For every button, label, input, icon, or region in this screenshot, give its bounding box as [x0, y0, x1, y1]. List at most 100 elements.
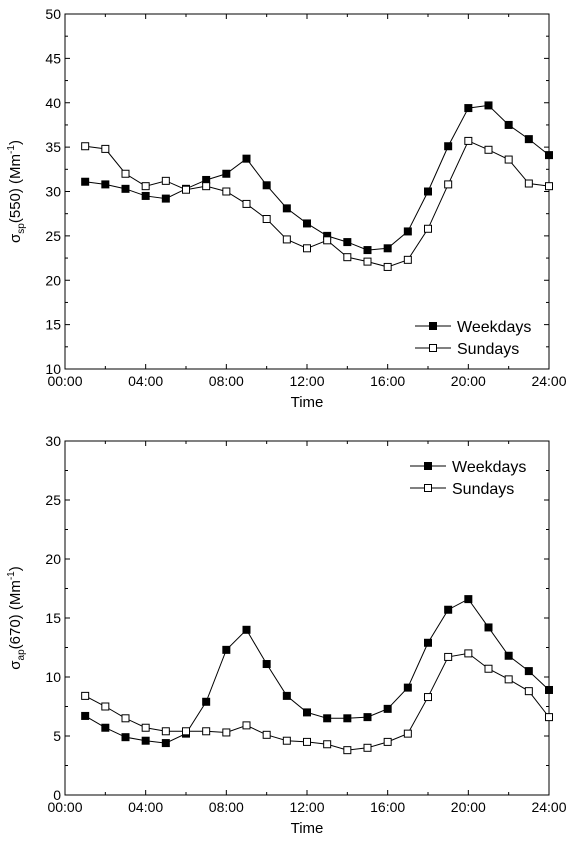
bottom-series-weekdays-point	[282, 691, 291, 700]
top-x-tick-label: 04:00	[128, 373, 163, 389]
bottom-series-sundays-point	[403, 729, 412, 738]
bottom-x-tick-label: 24:00	[531, 799, 566, 815]
top-series-weekdays-point	[303, 219, 311, 228]
top-series-sundays-line	[85, 140, 550, 268]
top-series-weekdays-point	[121, 184, 130, 193]
top-x-tick-label: 16:00	[370, 373, 405, 389]
top-y-tick-label: 45	[45, 50, 61, 66]
bottom-x-axis-title: Time	[291, 820, 324, 837]
bottom-x-tick-label: 12:00	[289, 799, 324, 815]
bottom-y-tick-label: 30	[45, 433, 61, 449]
top-series-sundays-point	[141, 182, 150, 191]
bottom-series-sundays-point	[363, 743, 372, 752]
bottom-series-weekdays-point	[424, 638, 432, 647]
bottom-y-tick-label: 0	[53, 787, 61, 803]
bottom-x-tick-label: 04:00	[128, 799, 163, 815]
top-legend-sundays-marker	[429, 344, 437, 352]
top-series-weekdays-line	[85, 104, 550, 251]
bottom-series-sundays-point	[303, 737, 311, 746]
top-series-weekdays-point	[464, 104, 473, 113]
bottom-series-sundays-point	[101, 702, 110, 711]
bottom-series-weekdays-line	[84, 598, 550, 744]
bottom-series-sundays-point	[141, 723, 150, 732]
top-series-sundays-point	[101, 144, 110, 153]
bottom-x-tick-label: 16:00	[370, 799, 405, 815]
bottom-series-sundays-point	[282, 736, 291, 745]
top-series-sundays-point	[202, 182, 211, 191]
top-series-sundays-point	[222, 187, 231, 196]
bottom-series-weekdays-point	[262, 660, 271, 669]
bottom-legend-sundays-marker	[424, 484, 432, 492]
bottom-series-sundays-point	[464, 649, 473, 658]
top-series-weekdays-point	[282, 204, 291, 213]
top-y-tick-label: 30	[45, 184, 61, 200]
bottom-series-sundays-point	[524, 687, 533, 696]
bottom-legend-weekdays-label: Weekdays	[452, 459, 526, 476]
top-series-weekdays-point	[101, 180, 110, 189]
top-legend-weekdays-label: Weekdays	[457, 319, 531, 336]
bottom-y-tick-label: 10	[45, 669, 61, 685]
bottom-series-sundays-point	[343, 746, 352, 755]
bottom-series-weekdays-point	[81, 711, 90, 720]
bottom-series-weekdays-point	[303, 708, 311, 717]
top-y-axis-title-part: (550) (Mm	[7, 154, 24, 223]
bottom-series-weekdays-point	[222, 645, 231, 654]
top-series-weekdays-point	[242, 154, 251, 163]
bottom-series-weekdays-point	[524, 667, 533, 676]
bottom-series-weekdays-point	[121, 733, 130, 742]
bottom-series-sundays-point	[121, 714, 130, 723]
top-series-sundays-point	[182, 185, 190, 194]
top-series-weekdays-point	[363, 246, 372, 255]
top-chart: 00:00 04:00 08:00 12:00 16:00 20:00 24:00 10 15 2…	[6, 6, 567, 411]
top-y-axis-title-part: -1	[6, 145, 17, 154]
bottom-series-sundays-point	[202, 727, 211, 736]
top-series-weekdays-point	[545, 151, 553, 160]
bottom-series-sundays-point	[444, 652, 453, 661]
top-series-weekdays-point	[141, 191, 150, 200]
top-series-sundays-point	[242, 199, 251, 208]
top-series-weekdays-point	[403, 227, 412, 236]
bottom-series-sundays-line	[84, 652, 550, 751]
top-series-sundays-point	[504, 155, 513, 164]
top-legend-weekdays-marker	[429, 322, 437, 330]
bottom-series-weekdays-point	[242, 625, 251, 634]
bottom-series-weekdays-point	[323, 714, 332, 723]
top-x-tick-label: 24:00	[531, 373, 566, 389]
top-series-sundays-point	[464, 136, 473, 145]
bottom-series-weekdays-point	[545, 685, 553, 694]
bottom-series-weekdays-point	[101, 723, 110, 732]
bottom-series-sundays-point	[424, 693, 432, 702]
bottom-series-sundays-point	[262, 730, 271, 739]
bottom-series-weekdays-point	[484, 623, 493, 632]
bottom-y-tick-label: 25	[45, 492, 61, 508]
bottom-series-sundays-point	[383, 737, 392, 746]
bottom-series-weekdays-point	[363, 713, 372, 722]
top-series-sundays-point	[424, 224, 432, 233]
top-series-weekdays-point	[222, 169, 231, 178]
top-series-weekdays-point	[383, 244, 392, 253]
top-legend: Weekdays Sundays	[415, 319, 531, 358]
top-series-sundays-point	[524, 179, 533, 188]
top-series-sundays-point	[121, 169, 130, 178]
bottom-series-weekdays-point	[202, 697, 211, 706]
bottom-legend-sundays-label: Sundays	[452, 481, 514, 498]
top-series-sundays-point	[262, 215, 271, 224]
bottom-y-axis-title-part: (670) (Mm	[7, 580, 24, 649]
bottom-y-tick-label: 20	[45, 551, 61, 567]
top-series-weekdays-point	[444, 142, 453, 151]
top-y-axis-title-part: sp	[16, 223, 27, 234]
top-series-weekdays-point	[524, 135, 533, 144]
top-y-tick-label: 35	[45, 139, 61, 155]
bottom-x-tick-label: 08:00	[209, 799, 244, 815]
bottom-x-tick-label: 20:00	[451, 799, 486, 815]
bottom-series-weekdays-point	[403, 683, 412, 692]
top-plot-frame	[64, 13, 550, 370]
top-y-axis-title: σsp(550) (Mm-1)	[6, 140, 27, 243]
top-series-weekdays-point	[161, 194, 170, 203]
top-series-sundays-point	[383, 262, 392, 271]
bottom-series-sundays-point	[484, 664, 493, 673]
bottom-series-weekdays-point	[504, 651, 513, 660]
bottom-series-sundays-point	[504, 675, 513, 684]
bottom-series-sundays-point	[545, 713, 553, 722]
